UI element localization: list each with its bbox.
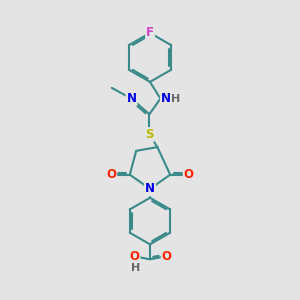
Text: H: H: [131, 263, 140, 273]
Text: O: O: [162, 250, 172, 263]
Text: S: S: [145, 128, 154, 141]
Text: F: F: [146, 26, 154, 39]
Text: N: N: [161, 92, 171, 105]
Text: O: O: [184, 168, 194, 181]
Text: N: N: [145, 182, 155, 195]
Text: N: N: [127, 92, 136, 105]
Text: O: O: [106, 168, 116, 181]
Text: H: H: [171, 94, 181, 103]
Text: O: O: [130, 250, 140, 263]
